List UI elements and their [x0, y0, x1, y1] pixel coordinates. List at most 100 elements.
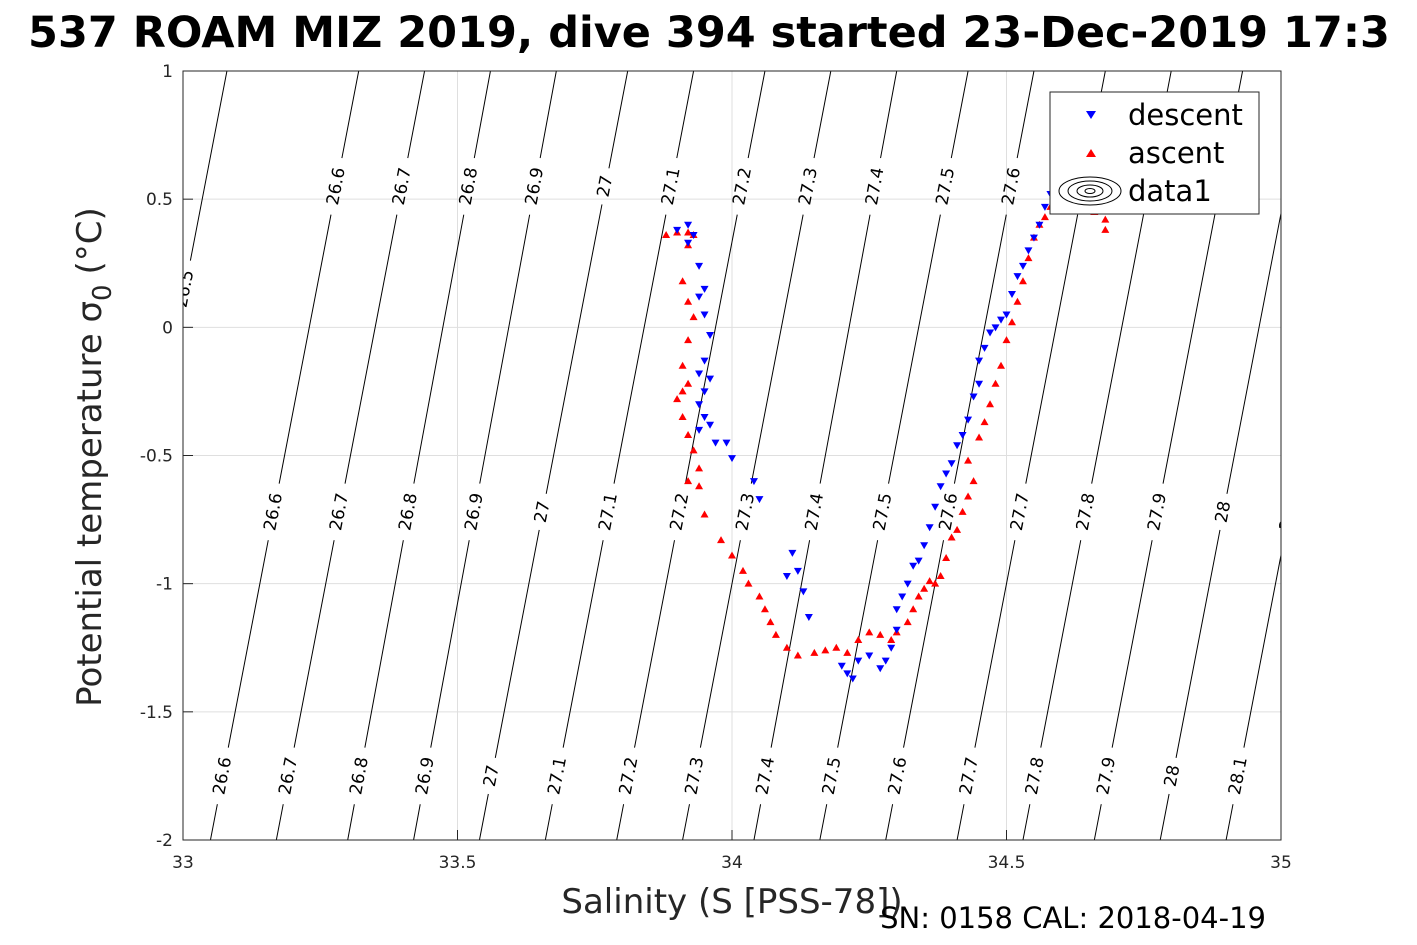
legend-box — [1049, 91, 1260, 215]
descent-point — [876, 665, 885, 673]
descent-point — [689, 232, 698, 240]
descent-point — [892, 606, 901, 614]
descent-point — [706, 375, 715, 383]
descent-point — [843, 670, 852, 678]
ascent-point — [964, 456, 973, 464]
descent-point — [1024, 247, 1033, 255]
descent-point — [865, 652, 874, 660]
ascent-point — [684, 379, 693, 387]
legend-ascent-label: ascent — [1128, 136, 1224, 170]
descent-point — [673, 226, 682, 234]
descent-point — [931, 503, 940, 511]
ascent-point — [684, 430, 693, 438]
isopycnal-line — [885, 71, 1035, 840]
descent-point — [684, 239, 693, 247]
isopycnal-label: 28 — [1161, 763, 1185, 788]
descent-point — [898, 593, 907, 601]
ascent-point — [821, 646, 830, 654]
y-axis-label-main: Potential temperature σ — [70, 301, 110, 707]
y-tick-label: -1.5 — [140, 703, 173, 723]
chart-title: 537 ROAM MIZ 2019, dive 394 started 23-D… — [28, 8, 1390, 58]
ascent-point — [673, 395, 682, 403]
isopycnal-line — [275, 71, 426, 840]
isopycnal-label: 27 — [594, 174, 618, 199]
ascent-point — [969, 477, 978, 485]
ascent-point — [782, 643, 791, 651]
ascent-series — [662, 195, 1110, 659]
descent-point — [706, 421, 715, 429]
descent-point — [920, 542, 929, 550]
descent-point — [700, 414, 709, 422]
ascent-point — [700, 510, 709, 518]
ascent-point — [953, 525, 962, 533]
ascent-point — [684, 336, 693, 344]
descent-point — [975, 380, 984, 388]
ascent-point — [766, 618, 775, 626]
isopycnal-line — [1225, 552, 1281, 840]
descent-point — [991, 324, 1000, 332]
descent-point — [695, 293, 704, 301]
descent-point — [909, 562, 918, 570]
descent-point — [700, 285, 709, 293]
y-axis-label: Potential temperature σ0 (°C) — [70, 207, 118, 707]
isopycnal-label: 27 — [531, 499, 555, 524]
ascent-point — [695, 464, 704, 472]
ascent-point — [936, 571, 945, 579]
descent-point — [695, 426, 704, 434]
ascent-point — [986, 400, 995, 408]
ascent-point — [1007, 318, 1016, 326]
descent-point — [953, 442, 962, 450]
descent-point — [887, 644, 896, 652]
isopycnal-label: 28.1 — [1276, 491, 1303, 532]
descent-point — [975, 357, 984, 365]
ascent-point — [876, 630, 885, 638]
ascent-point — [744, 579, 753, 587]
y-axis-label-subscript: 0 — [88, 284, 118, 301]
ascent-point — [997, 361, 1006, 369]
descent-point — [854, 657, 863, 665]
ascent-point — [771, 630, 780, 638]
x-tick-label: 34 — [721, 853, 743, 873]
calibration-footer: SN: 0158 CAL: 2018-04-19 — [880, 901, 1266, 935]
ascent-point — [925, 577, 934, 585]
descent-point — [837, 662, 846, 670]
ascent-point — [728, 551, 736, 559]
x-axis-ticks: 33 33.5 34 34.5 35 — [172, 830, 1292, 873]
ascent-point — [738, 566, 747, 574]
descent-point — [914, 557, 923, 565]
ascent-point — [678, 361, 687, 369]
descent-point — [958, 431, 967, 439]
ascent-point — [689, 313, 698, 321]
descent-point — [793, 567, 802, 575]
descent-point — [788, 549, 797, 557]
descent-point — [997, 316, 1006, 324]
descent-point — [782, 572, 791, 580]
descent-point — [700, 388, 709, 396]
isopycnal-contours — [189, 71, 1281, 840]
ascent-point — [695, 482, 704, 490]
isopycnal-line — [819, 71, 969, 840]
ascent-point — [1024, 254, 1033, 262]
ascent-point — [793, 651, 802, 659]
isopycnal-label: 27 — [480, 763, 504, 788]
ascent-point — [964, 492, 973, 500]
descent-point — [1035, 221, 1044, 229]
ascent-point — [1002, 336, 1011, 344]
ascent-point — [991, 379, 1000, 387]
ascent-point — [1040, 213, 1049, 221]
ascent-point — [689, 446, 698, 454]
y-tick-label: 0 — [162, 318, 173, 338]
ascent-point — [760, 605, 769, 613]
ascent-point — [914, 592, 923, 600]
descent-point — [1040, 203, 1049, 211]
ascent-point — [755, 592, 764, 600]
isopycnal-line — [753, 71, 898, 840]
legend-descent-label: descent — [1128, 98, 1243, 132]
isopycnal-line — [544, 71, 695, 840]
ascent-point — [931, 579, 940, 587]
x-tick-label: 33.5 — [439, 853, 477, 873]
descent-series — [673, 170, 1066, 683]
ascent-point — [843, 648, 852, 656]
x-axis-label: Salinity (S [PSS-78]) — [561, 882, 902, 922]
